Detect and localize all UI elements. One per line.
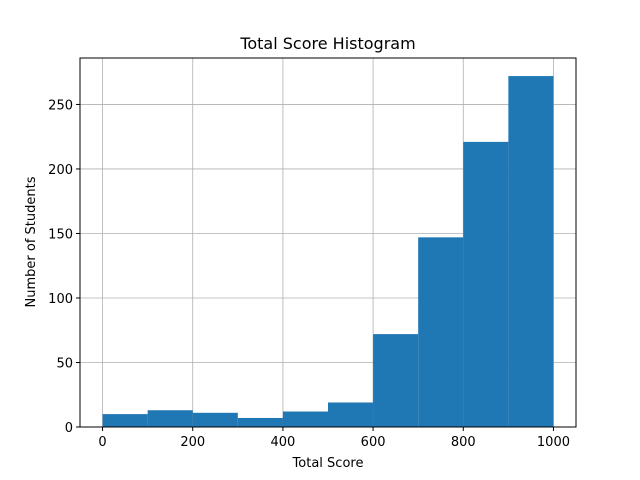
histogram-bar bbox=[192, 412, 238, 427]
histogram-bar bbox=[373, 334, 419, 427]
histogram-bar bbox=[282, 411, 328, 427]
y-tick-label: 150 bbox=[48, 227, 73, 242]
y-tick-label: 100 bbox=[48, 292, 73, 307]
chart-title: Total Score Histogram bbox=[239, 34, 415, 53]
histogram-bar bbox=[328, 402, 374, 427]
y-tick-label: 0 bbox=[65, 421, 73, 436]
x-tick-label: 200 bbox=[180, 435, 205, 450]
histogram-bar bbox=[418, 237, 464, 427]
x-tick-label: 600 bbox=[361, 435, 386, 450]
histogram-bar bbox=[508, 76, 554, 428]
x-tick-label: 400 bbox=[270, 435, 295, 450]
x-tick-label: 1000 bbox=[537, 435, 570, 450]
x-axis-label: Total Score bbox=[292, 456, 364, 471]
histogram-bars bbox=[102, 76, 554, 428]
plot-area: 0 200 400 600 800 1000 0 50 100 150 200 250 bbox=[48, 57, 577, 450]
y-axis-label: Number of Students bbox=[24, 176, 39, 307]
histogram-bar bbox=[147, 410, 193, 427]
y-tick-label: 250 bbox=[48, 98, 73, 113]
histogram-bar bbox=[102, 414, 148, 427]
plot-frame bbox=[79, 57, 577, 428]
x-tick-label: 0 bbox=[98, 435, 106, 450]
x-tick-label: 800 bbox=[451, 435, 476, 450]
histogram-bar bbox=[463, 141, 509, 427]
histogram-bar bbox=[237, 417, 283, 427]
y-axis-ticks: 0 50 100 150 200 250 bbox=[48, 98, 80, 436]
x-axis-ticks: 0 200 400 600 800 1000 bbox=[98, 427, 570, 450]
y-tick-label: 50 bbox=[56, 356, 73, 371]
y-tick-label: 200 bbox=[48, 163, 73, 178]
